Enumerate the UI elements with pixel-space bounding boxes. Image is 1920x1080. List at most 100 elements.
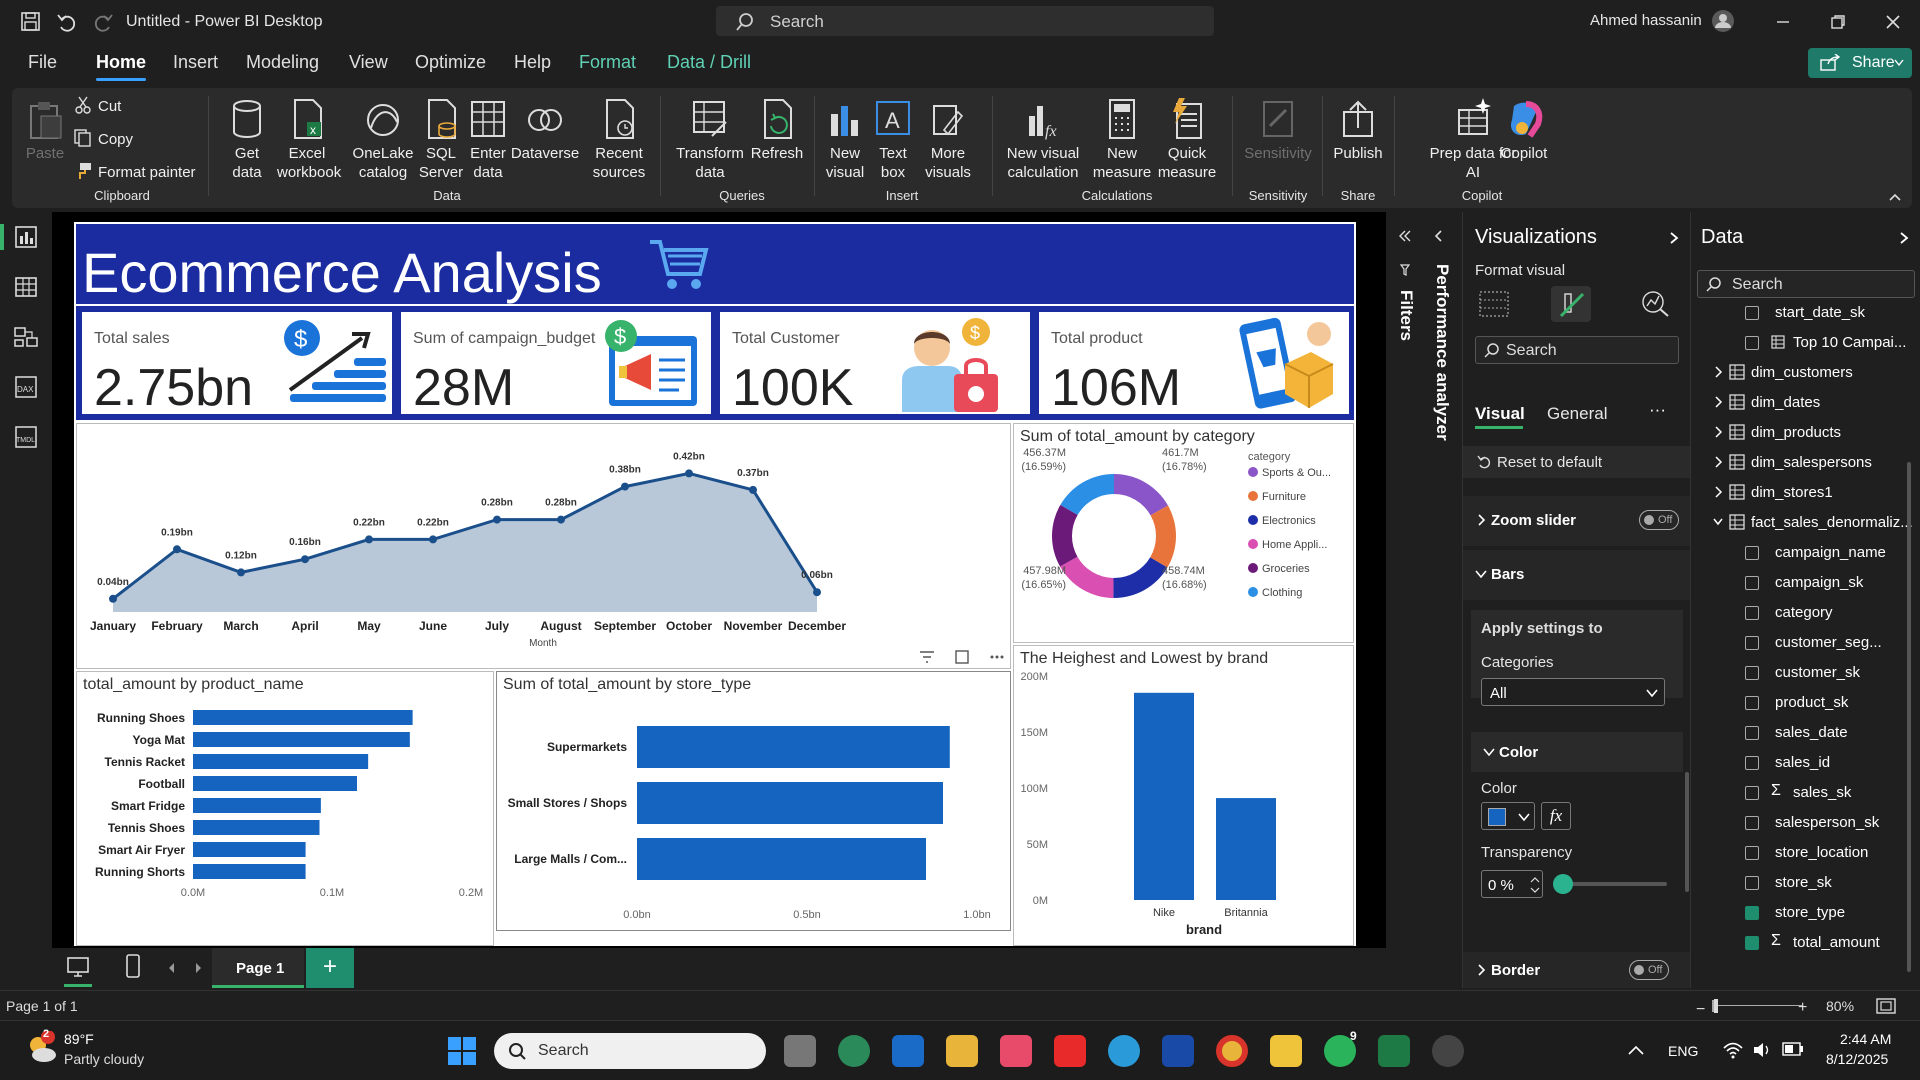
data-item-row[interactable]: sales_id [1691,748,1920,778]
chevron-right-icon[interactable] [1715,486,1723,498]
data-item-row[interactable]: store_sk [1691,868,1920,898]
paste-button[interactable]: Paste [20,98,70,163]
color-picker[interactable] [1481,802,1535,830]
format-search-input[interactable]: Search [1475,336,1679,364]
store-type-bar-chart[interactable]: Sum of total_amount by store_type Superm… [496,671,1011,931]
telegram-icon[interactable] [1108,1035,1140,1067]
clock-date[interactable]: 8/12/2025 [1826,1051,1889,1067]
copy-button[interactable]: Copy [98,131,134,148]
language-indicator[interactable]: ENG [1668,1043,1699,1059]
field-checkbox[interactable] [1745,756,1759,770]
analytics-icon[interactable] [1641,290,1671,318]
chevron-right-icon[interactable] [1899,232,1909,244]
data-item-row[interactable]: salesperson_sk [1691,808,1920,838]
format-painter-button[interactable]: Format painter [98,164,196,181]
zoom-slider-toggle[interactable]: Off [1639,510,1679,530]
media-player-icon[interactable] [1432,1035,1464,1067]
more-visuals-button[interactable]: More visuals [916,98,980,182]
youtube-icon[interactable] [1054,1035,1086,1067]
menu-home[interactable]: Home [96,52,147,81]
data-item-row[interactable]: product_sk [1691,688,1920,718]
field-checkbox[interactable] [1745,606,1759,620]
menu-optimize[interactable]: Optimize [415,52,487,72]
excel-icon[interactable] [1378,1035,1410,1067]
field-checkbox[interactable] [1745,726,1759,740]
copilot-button[interactable]: Copilot [1494,98,1554,163]
zoom-slider-section[interactable]: Zoom slider Off [1463,496,1731,546]
dax-query-view-icon[interactable]: DAX [13,374,39,400]
data-item-row[interactable]: customer_sk [1691,658,1920,688]
data-item-row[interactable]: fact_sales_denormaliz... [1691,508,1920,538]
tab-general[interactable]: General [1547,404,1608,423]
collapse-ribbon-icon[interactable] [1888,192,1902,202]
dataverse-button[interactable]: Dataverse [510,98,580,163]
data-item-row[interactable]: sales_date [1691,718,1920,748]
data-item-row[interactable]: store_type [1691,898,1920,928]
quick-measure-button[interactable]: Quick measure [1155,98,1219,182]
outlook-icon[interactable] [892,1035,924,1067]
data-item-row[interactable]: dim_salespersons [1691,448,1920,478]
menu-modeling[interactable]: Modeling [246,52,320,72]
fit-to-page-icon[interactable] [1876,998,1896,1014]
menu-insert[interactable]: Insert [173,52,219,72]
pane-scrollbar[interactable] [1685,772,1689,892]
more-options-icon[interactable]: ··· [1649,400,1666,419]
close-icon[interactable] [1885,14,1901,30]
new-visual-button[interactable]: New visual [820,98,870,182]
category-donut-chart[interactable]: Sum of total_amount by category 456.37M (… [1013,423,1354,643]
field-checkbox[interactable] [1745,636,1759,650]
conditional-formatting-fx-button[interactable]: fx [1541,802,1571,830]
microsoft-store-icon[interactable] [1000,1035,1032,1067]
file-explorer-icon[interactable] [946,1035,978,1067]
transparency-slider[interactable] [1559,882,1667,886]
transform-data-button[interactable]: Transform data [670,98,750,182]
power-bi-icon[interactable] [1270,1035,1302,1067]
field-checkbox[interactable] [1745,546,1759,560]
color-section[interactable]: Color [1471,732,1683,772]
reset-to-default-button[interactable]: Reset to default [1463,446,1691,478]
publish-button[interactable]: Publish [1328,98,1388,163]
data-pane-scrollbar[interactable] [1907,462,1911,972]
report-view-icon[interactable] [13,224,39,250]
data-item-row[interactable]: Top 10 Campai... [1691,328,1920,358]
field-checkbox[interactable] [1745,306,1759,320]
new-visual-calculation-button[interactable]: fx New visual calculation [998,98,1088,182]
cut-button[interactable]: Cut [98,98,122,115]
chevron-left-icon[interactable] [1434,230,1448,242]
data-item-row[interactable]: store_location [1691,838,1920,868]
wifi-icon[interactable] [1722,1041,1744,1059]
field-checkbox[interactable] [1745,696,1759,710]
battery-icon[interactable] [1782,1042,1804,1056]
data-item-row[interactable]: dim_customers [1691,358,1920,388]
add-page-button[interactable]: + [306,948,354,988]
recent-sources-button[interactable]: Recent sources [584,98,654,182]
undo-icon[interactable] [56,11,78,33]
menu-format[interactable]: Format [579,52,637,72]
restore-icon[interactable] [1830,14,1846,30]
desktop-layout-icon[interactable] [66,956,90,978]
bars-section[interactable]: Bars [1463,550,1731,600]
edge-browser-icon[interactable] [838,1035,870,1067]
page-tab-page-1[interactable]: Page 1 [212,948,304,988]
kpi-card-total-product[interactable]: Total product 106M [1039,312,1349,417]
border-toggle[interactable]: Off [1629,960,1669,980]
field-checkbox[interactable] [1745,906,1759,920]
tmdl-view-icon[interactable]: TMDL [13,424,39,450]
filter-icon[interactable] [920,651,934,663]
mobile-layout-icon[interactable] [126,954,140,978]
volume-icon[interactable] [1752,1041,1772,1059]
menu-file[interactable]: File [28,52,58,72]
save-icon[interactable] [20,11,42,33]
more-options-icon[interactable] [990,655,994,659]
chevron-right-icon[interactable] [1715,426,1723,438]
global-search-input[interactable]: Search [716,6,1214,36]
chevron-left-icon[interactable] [1398,230,1412,242]
data-item-row[interactable]: campaign_name [1691,538,1920,568]
whatsapp-icon[interactable] [1324,1035,1356,1067]
prep-data-ai-button[interactable]: Prep data for AI [1398,98,1548,182]
field-checkbox[interactable] [1745,936,1759,950]
menu-view[interactable]: View [349,52,388,72]
performance-analyzer-label[interactable]: Performance analyzer [1433,264,1452,441]
user-name[interactable]: Ahmed hassanin [1590,12,1702,29]
